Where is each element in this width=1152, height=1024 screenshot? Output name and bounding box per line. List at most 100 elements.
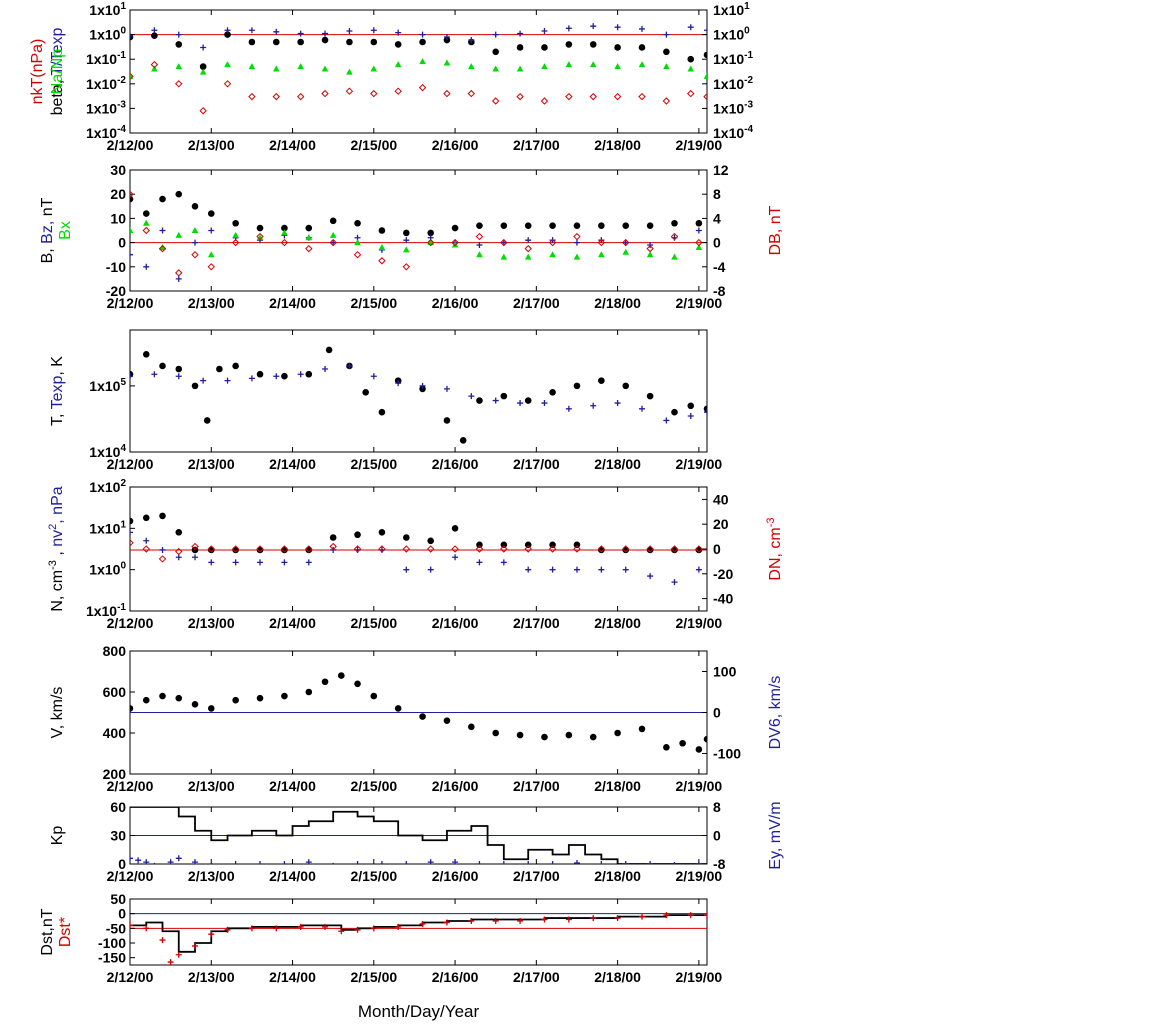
data-point bbox=[403, 861, 410, 864]
right-axis-label: DN, cm-3 bbox=[765, 517, 784, 580]
series-group bbox=[130, 190, 703, 282]
data-point bbox=[192, 239, 199, 246]
data-point bbox=[426, 238, 435, 247]
data-point bbox=[622, 239, 629, 246]
data-point bbox=[573, 541, 581, 549]
data-point bbox=[467, 89, 476, 98]
data-point bbox=[354, 861, 361, 864]
data-point bbox=[207, 210, 215, 217]
data-point bbox=[305, 545, 313, 553]
data-point bbox=[233, 810, 239, 816]
data-point bbox=[160, 808, 166, 814]
y-tick-label: 1x10-3 bbox=[86, 99, 126, 116]
data-point bbox=[159, 512, 166, 520]
data-point bbox=[427, 229, 434, 237]
data-point bbox=[281, 692, 288, 700]
data-point bbox=[419, 58, 426, 65]
data-point bbox=[565, 405, 572, 412]
data-point bbox=[695, 566, 702, 573]
x-tick-label: 2/13/00 bbox=[188, 615, 235, 631]
x-tick-label: 2/17/00 bbox=[513, 615, 560, 631]
data-point bbox=[468, 63, 475, 70]
data-point bbox=[354, 926, 361, 933]
x-tick-label: 2/14/00 bbox=[269, 295, 316, 311]
data-point bbox=[671, 219, 678, 227]
data-point bbox=[362, 388, 369, 396]
data-point bbox=[646, 545, 654, 553]
data-point bbox=[272, 92, 280, 101]
data-point bbox=[175, 855, 182, 862]
data-point bbox=[589, 61, 597, 68]
x-tick-label: 2/14/00 bbox=[269, 456, 316, 472]
x-tick-label: 2/19/00 bbox=[676, 615, 723, 631]
data-point bbox=[280, 238, 289, 247]
data-point bbox=[573, 860, 580, 864]
data-point bbox=[130, 251, 133, 258]
data-point bbox=[695, 746, 703, 753]
plot-frame bbox=[129, 329, 708, 453]
data-point bbox=[426, 545, 435, 553]
data-point bbox=[524, 397, 532, 404]
data-point bbox=[232, 861, 239, 864]
panel-beta: 1x10-4 1x10-3 1x10-2 1x10-1 1x100 1x101 1x10-4… bbox=[29, 1, 753, 153]
data-point bbox=[443, 59, 451, 66]
data-point bbox=[540, 97, 549, 105]
data-point bbox=[704, 27, 707, 34]
y-tick-label: 1x105 bbox=[89, 377, 126, 394]
data-point bbox=[419, 385, 426, 393]
data-point bbox=[208, 812, 214, 818]
data-point bbox=[338, 928, 345, 935]
left-axis-label: T, Texp, K bbox=[49, 356, 66, 426]
data-point bbox=[493, 818, 499, 824]
y-right-tick-label: -4 bbox=[713, 259, 726, 275]
data-point bbox=[419, 31, 426, 38]
x-tick-label: 2/15/00 bbox=[350, 137, 397, 153]
x-tick-label: 2/18/00 bbox=[594, 969, 641, 985]
data-point bbox=[355, 820, 361, 826]
series-line bbox=[130, 914, 707, 953]
y-tick-label: 1x100 bbox=[89, 561, 126, 578]
data-point bbox=[598, 222, 605, 229]
data-point bbox=[687, 413, 694, 420]
data-point bbox=[370, 373, 377, 380]
data-point bbox=[160, 865, 166, 871]
data-point bbox=[500, 392, 508, 400]
data-point bbox=[516, 731, 524, 739]
data-point bbox=[130, 72, 134, 81]
data-point bbox=[142, 351, 150, 358]
x-tick-label: 2/13/00 bbox=[188, 295, 235, 311]
data-point bbox=[143, 263, 150, 270]
y-tick-label: 1x10-2 bbox=[86, 75, 126, 92]
y-tick-label: 1x101 bbox=[89, 1, 126, 18]
y-tick-label: 30 bbox=[110, 828, 126, 844]
data-point bbox=[297, 923, 304, 930]
data-point bbox=[419, 38, 426, 46]
x-tick-label: 2/18/00 bbox=[594, 615, 641, 631]
y-tick-label: 1x101 bbox=[89, 519, 126, 536]
data-point bbox=[153, 862, 156, 864]
x-tick-label: 2/14/00 bbox=[269, 615, 316, 631]
data-point bbox=[224, 926, 231, 933]
data-point bbox=[500, 559, 507, 566]
data-point bbox=[232, 559, 239, 566]
data-point bbox=[297, 38, 304, 46]
data-point bbox=[670, 545, 679, 553]
data-point bbox=[321, 678, 329, 686]
y-tick-label: 10 bbox=[110, 210, 126, 226]
data-point bbox=[378, 227, 386, 234]
data-point bbox=[622, 566, 629, 573]
data-point bbox=[175, 373, 182, 380]
data-point bbox=[573, 382, 581, 390]
left-axis-label: Kp bbox=[49, 826, 66, 846]
data-point bbox=[370, 38, 378, 46]
data-point bbox=[468, 723, 475, 731]
data-point bbox=[248, 925, 255, 932]
data-point bbox=[305, 559, 312, 566]
y-tick-label: 0 bbox=[118, 235, 126, 251]
x-tick-label: 2/12/00 bbox=[107, 868, 154, 884]
panel-Kp: 0 30 60 -8 0 8 2/12/00 2/13/00 2/14/00 2/15/00 2/1… bbox=[49, 799, 784, 884]
data-point bbox=[192, 859, 199, 864]
y-tick-label: 60 bbox=[110, 799, 126, 815]
data-point bbox=[573, 239, 580, 246]
